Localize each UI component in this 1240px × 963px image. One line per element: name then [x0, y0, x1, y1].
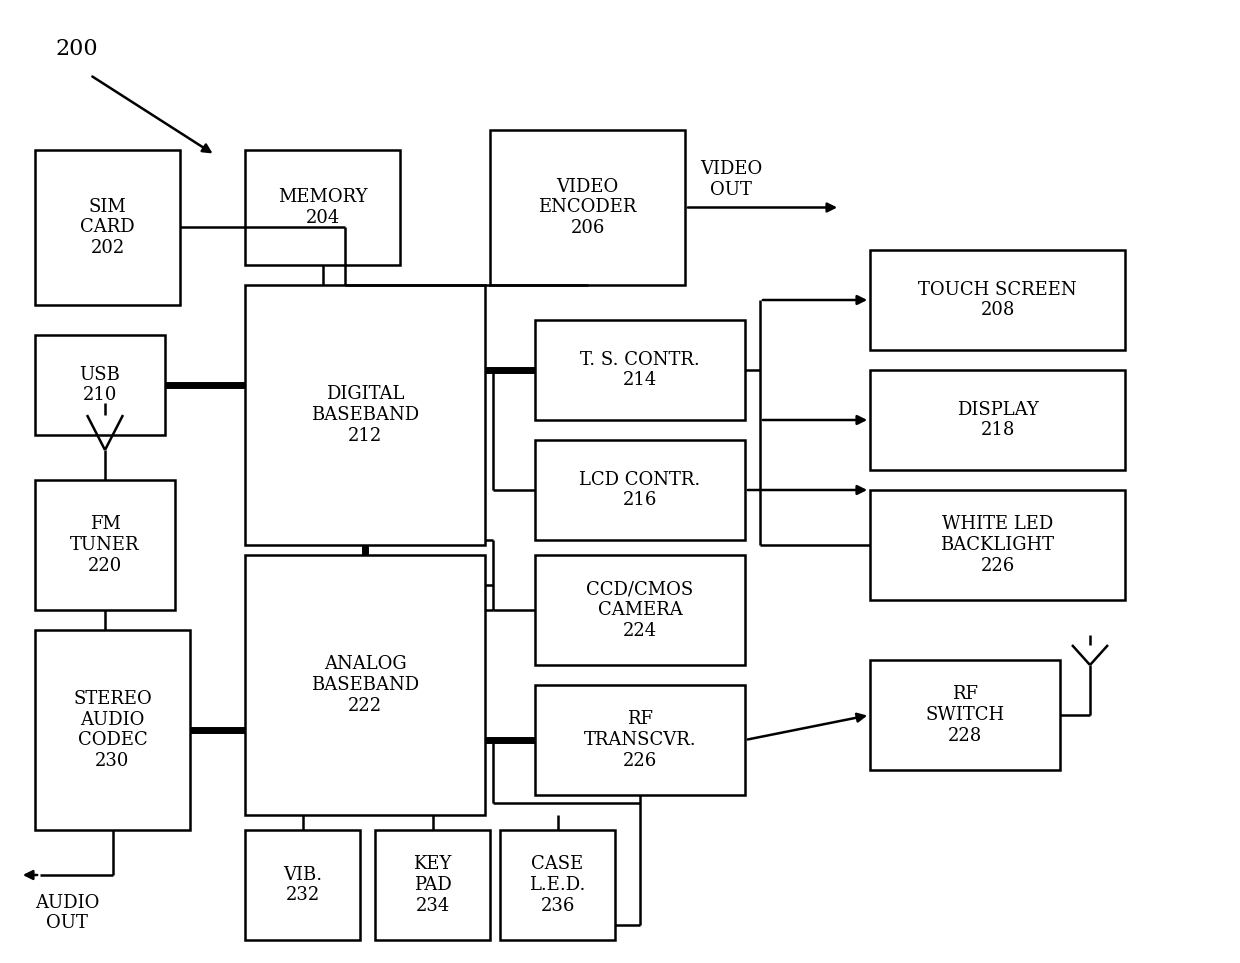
Text: MEMORY
204: MEMORY 204 [278, 188, 367, 227]
Bar [534, 555, 745, 665]
Text: WHITE LED
BACKLIGHT
226: WHITE LED BACKLIGHT 226 [940, 515, 1054, 575]
Text: VIB.
232: VIB. 232 [283, 866, 322, 904]
Bar [374, 830, 490, 940]
Text: DISPLAY
218: DISPLAY 218 [956, 401, 1038, 439]
Text: 200: 200 [55, 38, 98, 60]
Text: ANALOG
BASEBAND
222: ANALOG BASEBAND 222 [311, 655, 419, 715]
Bar [246, 830, 360, 940]
Bar [490, 130, 684, 285]
Bar [246, 555, 485, 815]
Bar [246, 285, 485, 545]
Bar [870, 370, 1125, 470]
Text: FM
TUNER
220: FM TUNER 220 [71, 515, 140, 575]
Bar [870, 660, 1060, 770]
Bar [534, 440, 745, 540]
Bar [35, 335, 165, 435]
Bar [870, 250, 1125, 350]
Text: RF
TRANSCVR.
226: RF TRANSCVR. 226 [584, 710, 697, 769]
Text: RF
SWITCH
228: RF SWITCH 228 [925, 686, 1004, 744]
Text: SIM
CARD
202: SIM CARD 202 [81, 197, 135, 257]
Text: AUDIO
OUT: AUDIO OUT [35, 894, 99, 932]
Text: VIDEO
ENCODER
206: VIDEO ENCODER 206 [538, 178, 636, 237]
Text: T. S. CONTR.
214: T. S. CONTR. 214 [580, 351, 699, 389]
Text: DIGITAL
BASEBAND
212: DIGITAL BASEBAND 212 [311, 385, 419, 445]
Text: USB
210: USB 210 [79, 366, 120, 404]
Text: CASE
L.E.D.
236: CASE L.E.D. 236 [529, 855, 585, 915]
Bar [35, 150, 180, 305]
Bar [534, 320, 745, 420]
Bar [35, 630, 190, 830]
Text: VIDEO
OUT: VIDEO OUT [701, 160, 763, 199]
Text: CCD/CMOS
CAMERA
224: CCD/CMOS CAMERA 224 [587, 580, 693, 639]
Bar [870, 490, 1125, 600]
Bar [534, 685, 745, 795]
Text: STEREO
AUDIO
CODEC
230: STEREO AUDIO CODEC 230 [73, 690, 151, 770]
Bar [35, 480, 175, 610]
Text: KEY
PAD
234: KEY PAD 234 [413, 855, 451, 915]
Text: TOUCH SCREEN
208: TOUCH SCREEN 208 [918, 280, 1076, 320]
Text: LCD CONTR.
216: LCD CONTR. 216 [579, 471, 701, 509]
Bar [500, 830, 615, 940]
Bar [246, 150, 401, 265]
